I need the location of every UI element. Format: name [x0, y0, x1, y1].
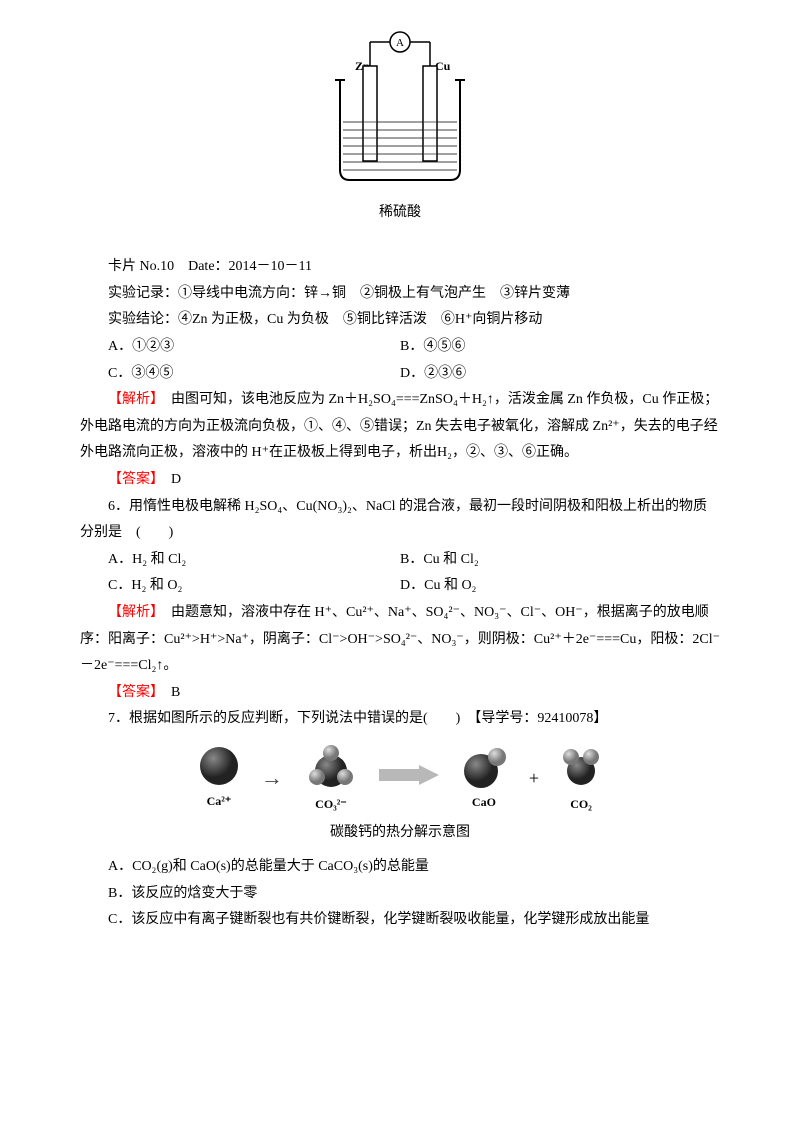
q7-opt-c: C．该反应中有离子键断裂也有共价键断裂，化学键断裂吸收能量，化学键形成放出能量 — [80, 907, 720, 934]
q7-opt-a: A．CO₂(g)和 CaO(s)的总能量大于 CaCO₃(s)的总能量 — [80, 854, 720, 881]
q6-analysis-text: 由题意知，溶液中存在 H⁺、Cu²⁺、Na⁺、SO₄²⁻、NO₃⁻、Cl⁻、OH… — [80, 605, 720, 673]
q6-opt-c: C．H₂ 和 O₂ — [80, 573, 400, 600]
cao-label: CaO — [472, 791, 496, 814]
co3-label: CO₃²⁻ — [315, 793, 347, 816]
co3-ion: CO₃²⁻ — [303, 741, 359, 816]
q5-opt-d: D．②③⑥ — [400, 361, 720, 388]
q6-answer-text: B — [157, 685, 180, 700]
q5-opt-b: B．④⑤⑥ — [400, 334, 720, 361]
analysis-label-2: 【解析】 — [108, 605, 157, 620]
q5-opt-c: C．③④⑤ — [80, 361, 400, 388]
ca-ion: Ca²⁺ — [197, 744, 241, 813]
conclusion-line: 实验结论：④Zn 为正极，Cu 为负极 ⑤铜比锌活泼 ⑥H⁺向铜片移动 — [80, 307, 720, 334]
answer-label: 【答案】 — [108, 472, 157, 487]
q7-opt-b: B．该反应的焓变大于零 — [80, 881, 720, 908]
card-line: 卡片 No.10 Date：2014－10－11 — [80, 254, 720, 281]
q6-analysis: 【解析】 由题意知，溶液中存在 H⁺、Cu²⁺、Na⁺、SO₄²⁻、NO₃⁻、C… — [80, 600, 720, 680]
q6-opt-d: D．Cu 和 O₂ — [400, 573, 720, 600]
q6-opt-b: B．Cu 和 Cl₂ — [400, 547, 720, 574]
decomp-caption: 碳酸钙的热分解示意图 — [80, 820, 720, 847]
acid-caption: 稀硫酸 — [80, 200, 720, 227]
plus-icon: + — [529, 761, 539, 795]
q6-answer: 【答案】 B — [80, 680, 720, 707]
q5-analysis: 【解析】 由图可知，该电池反应为 Zn＋H₂SO₄===ZnSO₄＋H₂↑，活泼… — [80, 387, 720, 467]
q7-stem: 7．根据如图所示的反应判断，下列说法中错误的是( ) 【导学号：92410078… — [80, 706, 720, 733]
cao-mol: CaO — [459, 743, 509, 814]
co2-label: CO₂ — [570, 793, 592, 816]
q6-options-row2: C．H₂ 和 O₂ D．Cu 和 O₂ — [80, 573, 720, 600]
record-line: 实验记录：①导线中电流方向：锌→铜 ②铜极上有气泡产生 ③锌片变薄 — [80, 281, 720, 308]
q5-opt-a: A．①②③ — [80, 334, 400, 361]
co2-mol: CO₂ — [559, 741, 603, 816]
decomposition-diagram: Ca²⁺ → CO₃²⁻ CaO + — [80, 741, 720, 816]
q5-options-row1: A．①②③ B．④⑤⑥ — [80, 334, 720, 361]
ca-label: Ca²⁺ — [207, 790, 232, 813]
cell-diagram: A Zn Cu — [80, 30, 720, 196]
q6-stem: 6．用惰性电极电解稀 H₂SO₄、Cu(NO₃)₂、NaCl 的混合液，最初一段… — [80, 494, 720, 547]
ammeter-label: A — [396, 37, 404, 49]
analysis-label: 【解析】 — [108, 392, 157, 407]
q6-opt-a: A．H₂ 和 Cl₂ — [80, 547, 400, 574]
q5-answer: 【答案】 D — [80, 467, 720, 494]
answer-label-2: 【答案】 — [108, 685, 157, 700]
q5-analysis-text: 由图可知，该电池反应为 Zn＋H₂SO₄===ZnSO₄＋H₂↑，活泼金属 Zn… — [80, 392, 718, 460]
arrow-icon: → — [261, 757, 283, 799]
q6-options-row1: A．H₂ 和 Cl₂ B．Cu 和 Cl₂ — [80, 547, 720, 574]
q5-options-row2: C．③④⑤ D．②③⑥ — [80, 361, 720, 388]
big-arrow-icon — [379, 757, 439, 799]
q5-answer-text: D — [157, 472, 181, 487]
